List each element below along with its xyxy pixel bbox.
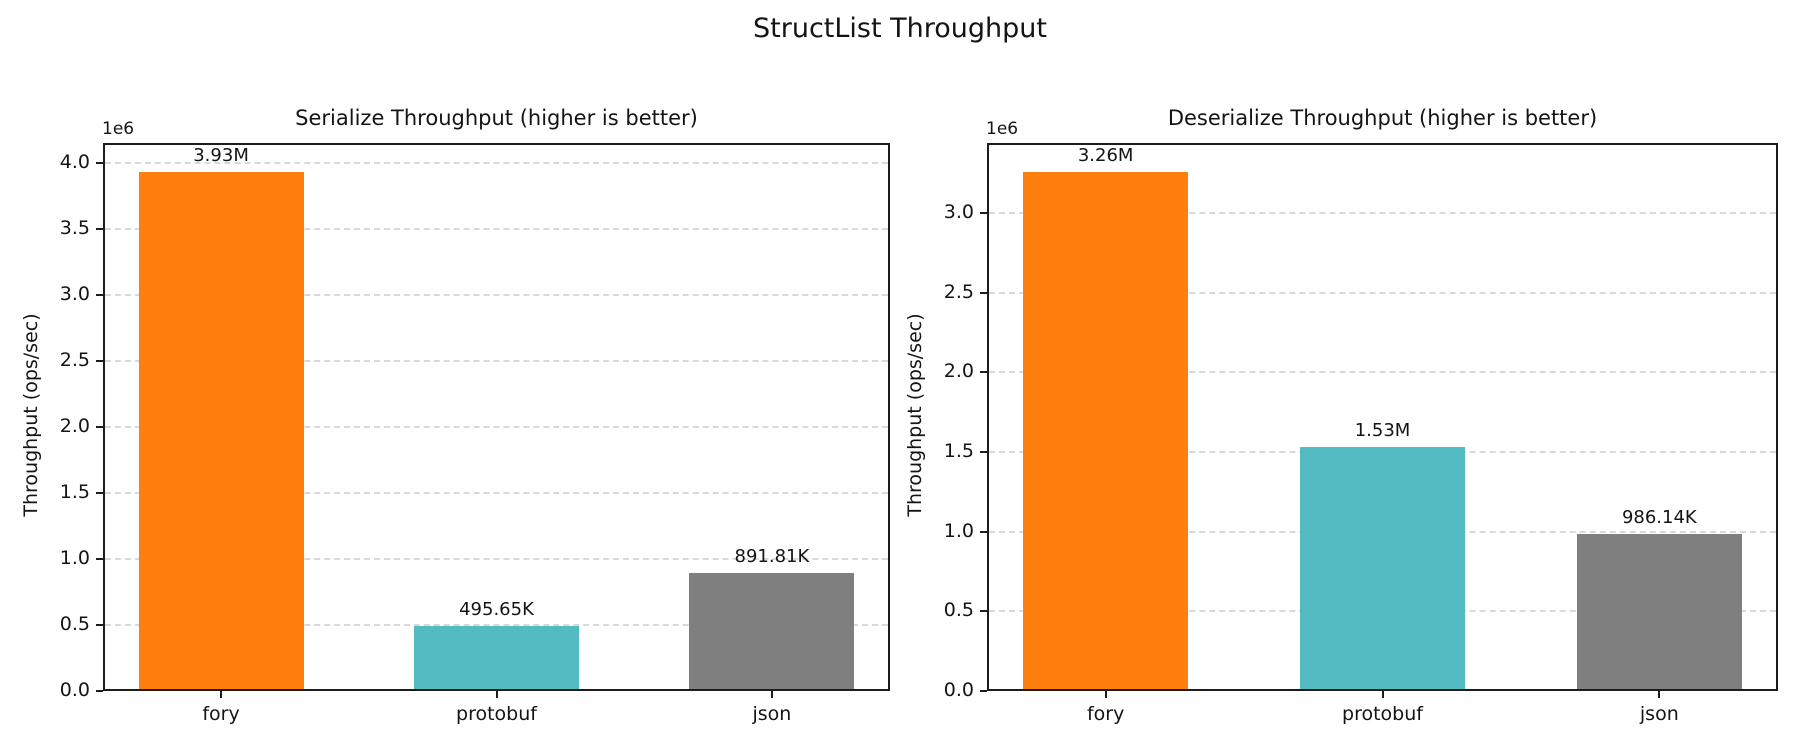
deserialize-y-axis-label: Throughput (ops/sec)	[904, 313, 926, 517]
deserialize-x-tickmark-fory	[1104, 691, 1107, 698]
serialize-y-tick-label: 2.0	[59, 414, 90, 437]
deserialize-bar-value-label-json: 986.14K	[1621, 506, 1697, 528]
deserialize-x-tickmark-protobuf	[1381, 691, 1384, 698]
serialize-bar-protobuf	[414, 625, 579, 691]
deserialize-y-tickmark	[980, 690, 987, 692]
serialize-y-tick-label: 0.0	[59, 679, 90, 701]
serialize-y-tickmark	[96, 227, 103, 230]
serialize-x-tickmark-protobuf	[495, 691, 498, 698]
deserialize-gridline	[989, 371, 1776, 374]
deserialize-scale-offset-label: 1e6	[986, 119, 1019, 139]
serialize-bar-value-label-fory: 3.93M	[193, 145, 249, 167]
deserialize-y-tick-label: 0.0	[943, 679, 974, 701]
deserialize-y-tick-label: 1.0	[943, 519, 974, 542]
deserialize-y-tickmark	[980, 530, 987, 533]
deserialize-y-tickmark	[980, 451, 987, 454]
serialize-gridline	[105, 425, 888, 428]
serialize-y-tick-label: 1.5	[59, 480, 90, 503]
deserialize-y-tickmark	[980, 610, 987, 613]
serialize-y-tickmark	[96, 425, 103, 428]
serialize-bar-value-label-json: 891.81K	[734, 546, 810, 568]
deserialize-bar-protobuf	[1300, 447, 1465, 691]
deserialize-y-tick-label: 0.5	[943, 599, 974, 622]
deserialize-y-tick-label: 1.5	[943, 440, 974, 463]
deserialize-bar-fory	[1023, 171, 1189, 691]
serialize-gridline	[105, 359, 888, 362]
deserialize-gridline	[989, 291, 1776, 294]
serialize-x-tickmark-fory	[220, 691, 223, 698]
serialize-bar-value-label-protobuf: 495.65K	[459, 598, 534, 620]
deserialize-bar-value-label-fory: 3.26M	[1077, 144, 1134, 166]
deserialize-x-tick-label-json: json	[1639, 703, 1679, 725]
serialize-y-tickmark	[96, 690, 103, 692]
serialize-y-tick-label: 2.5	[59, 348, 90, 371]
serialize-bar-fory	[138, 172, 304, 691]
deserialize-y-tick-label: 2.0	[943, 360, 974, 383]
deserialize-y-tick-label: 3.0	[943, 201, 974, 224]
serialize-chart-title: Serialize Throughput (higher is better)	[295, 106, 698, 130]
serialize-y-tick-label: 0.5	[59, 612, 90, 635]
serialize-x-tickmark-json	[770, 691, 773, 698]
serialize-gridline	[105, 161, 888, 164]
deserialize-y-tickmark	[980, 291, 987, 294]
deserialize-gridline	[989, 212, 1776, 215]
deserialize-y-tick-label: 2.5	[943, 280, 974, 303]
serialize-y-tickmark	[96, 623, 103, 626]
serialize-y-tickmark	[96, 293, 103, 296]
serialize-gridline	[105, 623, 888, 626]
deserialize-bar-value-label-protobuf: 1.53M	[1354, 420, 1411, 442]
deserialize-bar-json	[1576, 533, 1742, 691]
serialize-y-tickmark	[96, 359, 103, 362]
serialize-y-tickmark	[96, 161, 103, 164]
serialize-bar-json	[689, 573, 855, 691]
deserialize-chart-title: Deserialize Throughput (higher is better…	[1167, 106, 1598, 130]
serialize-scale-offset-label: 1e6	[102, 119, 135, 139]
serialize-gridline	[105, 557, 888, 560]
serialize-x-tick-label-protobuf: protobuf	[456, 703, 537, 725]
serialize-y-tick-label: 4.0	[59, 150, 90, 173]
serialize-y-tickmark	[96, 491, 103, 494]
serialize-y-tick-label: 3.5	[59, 216, 90, 239]
serialize-x-tick-label-fory: fory	[202, 703, 240, 725]
serialize-y-tick-label: 1.0	[59, 546, 90, 569]
serialize-gridline	[105, 491, 888, 494]
serialize-y-tickmark	[96, 557, 103, 560]
deserialize-x-tickmark-json	[1658, 691, 1661, 698]
serialize-x-tick-label-json: json	[752, 703, 792, 725]
deserialize-x-tick-label-protobuf: protobuf	[1342, 703, 1423, 725]
deserialize-y-tickmark	[980, 371, 987, 374]
deserialize-x-tick-label-fory: fory	[1086, 703, 1125, 725]
figure-title: StructList Throughput	[753, 13, 1047, 44]
serialize-y-tick-label: 3.0	[59, 282, 90, 305]
deserialize-y-tickmark	[980, 212, 987, 215]
serialize-gridline	[105, 227, 888, 230]
serialize-gridline	[105, 293, 888, 296]
